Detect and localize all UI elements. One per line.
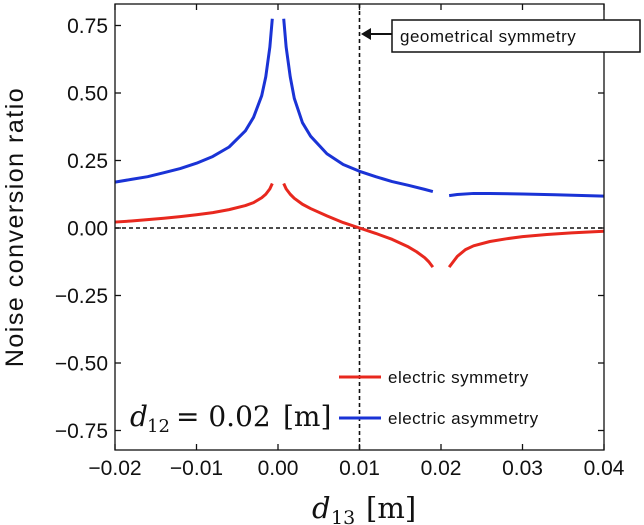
series-layer [114, 18, 605, 269]
legend-label-electric-asymmetry: electric asymmetry [388, 409, 539, 428]
legend-label-electric-symmetry: electric symmetry [388, 368, 529, 387]
y-axis-label: Noise conversion ratio [1, 87, 29, 367]
series-electric-asymmetry-segment-2 [448, 191, 605, 198]
x-tick-label: 0.01 [339, 457, 380, 480]
annotation-arrow-head [361, 28, 371, 40]
svg-text:d: d [312, 491, 331, 525]
x-tick-label: −0.01 [170, 457, 223, 480]
annotation-text: geometrical symmetry [400, 27, 576, 46]
annotation-box [391, 19, 641, 53]
y-tick-label: −0.25 [55, 285, 108, 308]
x-tick-label: 0.02 [421, 457, 462, 480]
y-tick-label: 0.75 [67, 15, 108, 38]
series-electric-symmetry-segment-1 [282, 182, 435, 269]
legend: electric symmetry electric asymmetry [339, 368, 539, 428]
y-axis: 0.75 0.50 0.25 0.00 −0.25 −0.50 −0.75 [55, 15, 604, 443]
svg-text:= 0.02: = 0.02 [176, 400, 271, 433]
series-electric-asymmetry-segment-0 [114, 18, 274, 184]
y-tick-label: −0.50 [55, 353, 108, 376]
svg-text:[m]: [m] [366, 491, 416, 525]
x-axis-label: d 13 [m] [312, 491, 416, 525]
x-axis: −0.02 −0.01 0.00 0.01 0.02 0.03 0.04 [88, 4, 625, 480]
x-tick-label: 0.03 [502, 457, 543, 480]
parameter-label: d 12 = 0.02 [m] [130, 400, 331, 437]
y-tick-label: 0.50 [67, 83, 108, 106]
svg-text:12: 12 [147, 416, 170, 437]
svg-text:d: d [130, 400, 148, 433]
annotation-geometrical-symmetry: geometrical symmetry [361, 19, 641, 53]
x-tick-label: 0.00 [258, 457, 299, 480]
y-tick-label: 0.00 [67, 218, 108, 241]
series-electric-asymmetry-segment-1 [282, 18, 434, 193]
x-tick-label: −0.02 [88, 457, 141, 480]
y-tick-label: −0.75 [55, 420, 108, 443]
svg-text:13: 13 [331, 507, 355, 525]
y-tick-label: 0.25 [67, 150, 108, 173]
svg-text:[m]: [m] [283, 400, 331, 433]
series-electric-symmetry-segment-2 [447, 229, 605, 269]
x-tick-label: 0.04 [584, 457, 625, 480]
series-electric-symmetry-segment-0 [114, 182, 274, 224]
